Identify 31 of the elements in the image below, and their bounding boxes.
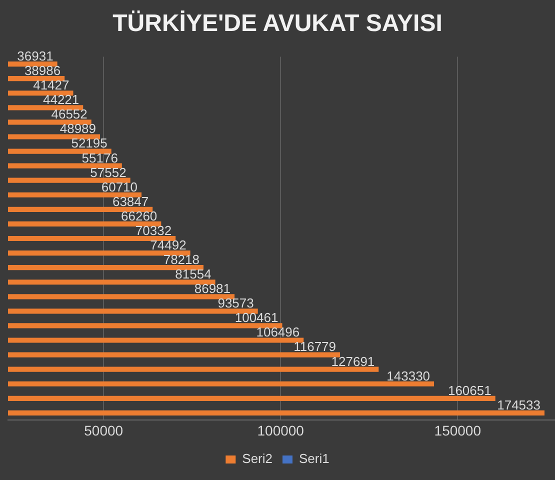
x-tick-label: 150000: [434, 422, 482, 438]
data-label: 41427: [33, 78, 70, 93]
data-label: 52195: [71, 136, 108, 151]
data-label: 57552: [90, 164, 126, 180]
data-label: 86981: [194, 281, 231, 296]
data-label: 63847: [112, 194, 149, 209]
data-label: 70332: [135, 222, 172, 238]
x-tick-label: 100000: [257, 422, 304, 438]
legend-label: Seri2: [242, 451, 273, 466]
data-label: 46552: [51, 106, 88, 122]
data-label: 38986: [24, 63, 61, 78]
x-tick-label: 50000: [84, 422, 124, 438]
data-label: 55176: [82, 150, 118, 166]
data-label: 143330: [386, 368, 430, 384]
data-label: 174533: [497, 397, 541, 412]
data-label: 74492: [150, 237, 186, 252]
data-label: 48989: [60, 121, 96, 136]
data-label: 44221: [42, 92, 80, 108]
data-label: 60710: [101, 179, 138, 194]
data-label: 100461: [234, 310, 278, 326]
data-label: 36931: [17, 48, 54, 64]
data-label: 78218: [163, 252, 200, 268]
data-label: 93573: [218, 296, 254, 311]
data-label: 116779: [294, 339, 336, 354]
data-label: 81554: [175, 266, 212, 282]
data-label: 160651: [448, 382, 492, 398]
chart-title: TÜRKİYE'DE AVUKAT SAYISI: [112, 10, 442, 38]
legend-label: Seri1: [299, 451, 330, 466]
data-label: 127691: [331, 354, 375, 369]
data-label: 106496: [256, 324, 300, 340]
data-label: 66260: [121, 208, 158, 224]
